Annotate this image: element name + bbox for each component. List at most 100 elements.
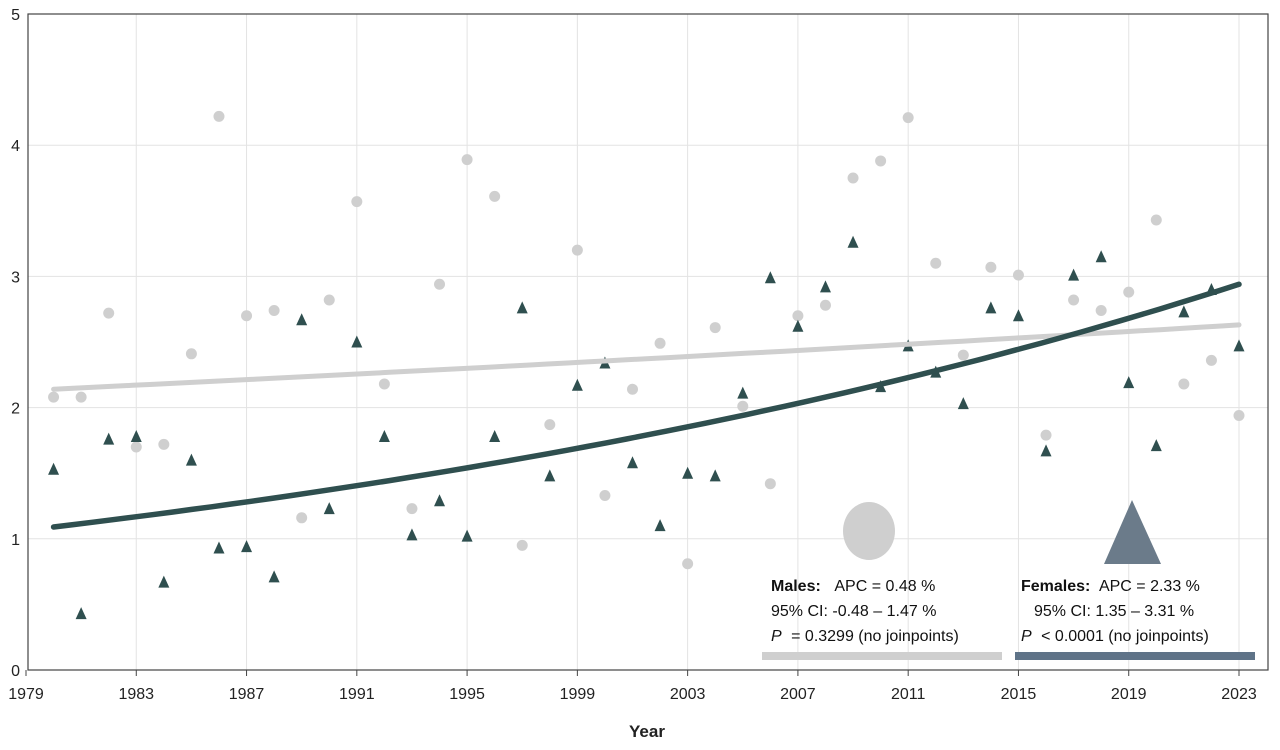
legend-males-line <box>762 652 1002 660</box>
males-point <box>875 155 887 167</box>
males-point <box>709 322 721 334</box>
legend-females-title: Females: <box>1021 578 1090 595</box>
grid-lines <box>28 14 1268 670</box>
females-point <box>158 575 170 588</box>
males-point <box>75 391 87 403</box>
females-point <box>241 540 253 553</box>
females-point <box>378 429 390 442</box>
males-point <box>378 378 390 390</box>
females-point <box>434 494 446 507</box>
males-point <box>1205 354 1217 366</box>
females-point <box>544 469 556 482</box>
males-point <box>819 299 831 311</box>
males-trend-line <box>51 322 1242 392</box>
females-point <box>351 335 363 348</box>
males-point <box>902 112 914 124</box>
males-point <box>544 419 556 431</box>
females-point <box>792 319 804 332</box>
females-point <box>296 313 308 326</box>
males-point <box>682 558 694 570</box>
males-point <box>1040 429 1052 441</box>
males-point <box>296 512 308 524</box>
legend-males: Males: APC = 0.48 % 95% CI: -0.48 – 1.47… <box>762 502 1002 660</box>
x-tick-label: 1987 <box>229 686 265 703</box>
males-point <box>1178 378 1190 390</box>
x-tick-label: 2011 <box>891 686 926 703</box>
legend-males-apc: APC = 0.48 % <box>834 578 935 595</box>
y-tick-label: 3 <box>11 269 20 286</box>
legend-females-p-text: < 0.0001 (no joinpoints) <box>1041 628 1209 645</box>
males-point <box>627 383 638 395</box>
females-point <box>1233 339 1245 352</box>
females-point <box>130 429 142 442</box>
males-point <box>103 307 115 319</box>
females-point <box>103 432 115 445</box>
females-point <box>213 541 225 554</box>
x-axis-title: Year <box>629 722 665 741</box>
plot-frame <box>27 13 1269 671</box>
females-trend-line <box>50 281 1242 530</box>
x-tick-label: 1979 <box>8 686 44 703</box>
males-point <box>406 503 418 515</box>
legend-females-line3: P < 0.0001 (no joinpoints) <box>1021 628 1209 645</box>
females-point <box>654 519 666 532</box>
females-point <box>461 529 473 542</box>
legend-males-line1: Males: APC = 0.48 % <box>771 578 935 595</box>
females-point <box>323 502 335 515</box>
males-point <box>351 196 363 208</box>
males-point <box>268 305 280 317</box>
males-point <box>1068 294 1080 306</box>
males-point <box>1095 305 1107 317</box>
y-tick-label: 4 <box>11 138 20 155</box>
males-point <box>930 257 942 269</box>
females-point <box>1068 268 1080 281</box>
females-point <box>571 378 583 391</box>
males-point <box>1012 269 1024 281</box>
males-point <box>48 391 60 403</box>
legend-males-p-symbol: P <box>771 628 782 645</box>
y-tick-label: 0 <box>11 663 20 680</box>
males-point <box>516 539 528 551</box>
females-point <box>489 429 501 442</box>
x-tick-label: 2007 <box>780 686 816 703</box>
x-tick-label: 2015 <box>1001 686 1037 703</box>
males-point <box>323 294 335 306</box>
legend-males-line3: P = 0.3299 (no joinpoints) <box>771 628 959 645</box>
males-point <box>737 400 749 412</box>
females-point <box>516 301 528 314</box>
legend-females-ci: 95% CI: 1.35 – 3.31 % <box>1034 603 1194 620</box>
legend-females-apc: APC = 2.33 % <box>1099 578 1200 595</box>
females-point <box>1178 305 1190 318</box>
females-point <box>985 301 997 314</box>
legend-males-p-text: = 0.3299 (no joinpoints) <box>791 628 959 645</box>
males-point <box>434 278 446 290</box>
data-points <box>48 110 1245 620</box>
females-point <box>847 235 859 248</box>
females-point <box>406 528 418 541</box>
males-point <box>489 190 501 202</box>
females-point <box>1095 250 1107 263</box>
males-point <box>158 438 170 450</box>
females-point <box>682 466 694 479</box>
females-point <box>737 386 749 399</box>
males-point <box>241 310 253 322</box>
legend-females-p-symbol: P <box>1021 628 1032 645</box>
legend-males-title: Males: <box>771 578 821 595</box>
x-tick-label: 1995 <box>449 686 485 703</box>
females-point <box>957 397 969 410</box>
males-point <box>654 337 666 349</box>
females-point <box>1150 439 1162 452</box>
females-point <box>185 453 197 466</box>
males-point <box>764 478 776 490</box>
y-tick-label: 5 <box>11 7 20 24</box>
x-tick-label: 2019 <box>1111 686 1147 703</box>
males-point <box>1123 286 1135 298</box>
legend-females: Females: APC = 2.33 % 95% CI: 1.35 – 3.3… <box>1015 500 1255 660</box>
y-tick-label: 1 <box>11 532 20 549</box>
females-point <box>819 280 831 293</box>
females-point <box>627 456 638 469</box>
legend-females-line <box>1015 652 1255 660</box>
males-point <box>985 261 997 273</box>
males-point <box>1150 214 1162 226</box>
